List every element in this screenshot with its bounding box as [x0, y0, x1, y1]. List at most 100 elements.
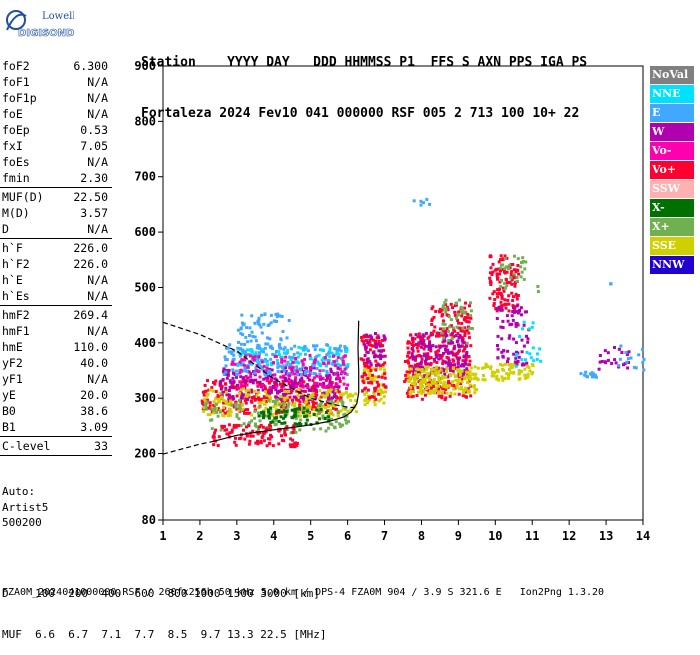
echo-point — [305, 414, 309, 418]
echo-point — [539, 359, 543, 363]
echo-point — [288, 374, 291, 378]
echo-point — [261, 388, 265, 392]
echo-point — [455, 385, 459, 389]
param-value: N/A — [87, 107, 108, 121]
echo-point — [256, 369, 260, 373]
echo-point — [342, 413, 346, 417]
echo-point — [203, 384, 207, 387]
echo-point — [506, 298, 510, 302]
echo-point — [379, 364, 383, 368]
echo-point — [244, 401, 248, 405]
echo-point — [278, 403, 282, 407]
echo-point — [320, 358, 324, 362]
echo-point — [515, 362, 519, 366]
param-name: foF1p — [2, 91, 37, 105]
echo-point — [511, 310, 515, 313]
echo-point — [469, 394, 473, 398]
echo-point — [430, 372, 434, 375]
echo-point — [460, 338, 464, 342]
echo-point — [223, 355, 227, 359]
echo-point — [514, 364, 518, 368]
echo-point — [590, 371, 594, 375]
echo-point — [295, 369, 299, 373]
echo-point — [437, 387, 441, 391]
echo-point — [373, 353, 377, 357]
echo-point — [452, 347, 456, 351]
logo-line1: Lowell — [42, 11, 74, 22]
echo-point — [219, 387, 223, 391]
echo-point — [283, 415, 287, 419]
echo-point — [519, 265, 523, 269]
echo-point — [461, 326, 465, 330]
echo-point — [269, 409, 273, 413]
echo-point — [451, 306, 454, 310]
echo-point — [446, 375, 450, 379]
echo-point — [231, 397, 235, 400]
echo-point — [269, 344, 273, 348]
echo-point — [227, 407, 231, 411]
echo-point — [412, 344, 415, 347]
echo-point — [239, 375, 243, 379]
echo-point — [437, 377, 441, 381]
echo-point — [243, 352, 247, 356]
echo-point — [289, 445, 293, 449]
echo-point — [319, 408, 323, 411]
param-value: N/A — [87, 75, 108, 89]
echo-point — [247, 348, 250, 352]
echo-point — [618, 357, 622, 361]
echo-point — [278, 364, 282, 368]
echo-point — [275, 350, 278, 353]
echo-point — [503, 270, 507, 274]
echo-point — [309, 368, 313, 372]
echo-point — [280, 370, 284, 374]
echo-point — [282, 416, 285, 420]
echo-point — [343, 348, 347, 351]
echo-point — [428, 391, 432, 395]
echo-point — [507, 363, 511, 367]
echo-point — [456, 365, 460, 369]
echo-point — [450, 336, 454, 340]
echo-point — [444, 396, 448, 400]
echo-point — [603, 360, 607, 364]
echo-point — [523, 267, 527, 271]
echo-point — [526, 364, 529, 368]
echo-point — [262, 398, 266, 402]
echo-point — [334, 389, 338, 393]
echo-point — [211, 408, 215, 412]
echo-point — [458, 334, 462, 337]
echo-point — [209, 418, 213, 422]
echo-point — [347, 420, 350, 424]
param-name: fxI — [2, 139, 23, 153]
echo-point — [236, 383, 239, 387]
echo-point — [435, 366, 439, 370]
echo-point — [290, 382, 294, 385]
echo-point — [520, 358, 524, 362]
echo-point — [275, 409, 279, 413]
echo-point — [598, 354, 602, 357]
echo-point — [344, 349, 348, 353]
echo-point — [311, 400, 315, 404]
echo-point — [225, 390, 228, 394]
echo-point — [281, 330, 285, 333]
echo-point — [225, 369, 229, 372]
echo-point — [519, 306, 523, 310]
echo-point — [468, 378, 472, 382]
echo-point — [384, 390, 388, 394]
echo-point — [324, 378, 328, 382]
echo-point — [428, 202, 432, 206]
echo-point — [509, 371, 513, 375]
echo-point — [242, 393, 246, 397]
echo-point — [208, 413, 212, 416]
y-tick-label: 200 — [134, 447, 156, 461]
echo-point — [521, 327, 524, 331]
echo-point — [206, 406, 210, 410]
echo-point — [326, 409, 330, 413]
echo-point — [326, 385, 330, 389]
echo-point — [522, 344, 526, 348]
param-row: C-level 33 — [0, 438, 112, 454]
echo-point — [363, 354, 367, 357]
echo-point — [303, 415, 307, 418]
param-row: h`F 226.0 — [0, 240, 112, 256]
echo-point — [299, 414, 303, 418]
y-tick-label: 500 — [134, 280, 156, 294]
